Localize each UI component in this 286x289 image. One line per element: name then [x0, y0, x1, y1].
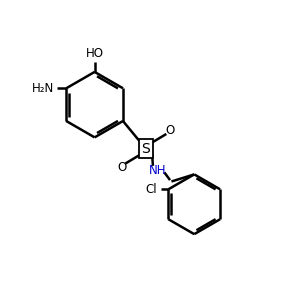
Text: HO: HO	[86, 47, 104, 60]
Text: O: O	[117, 161, 126, 174]
Text: O: O	[165, 124, 175, 137]
Text: Cl: Cl	[145, 183, 157, 196]
Text: H₂N: H₂N	[32, 82, 54, 95]
Text: S: S	[142, 142, 150, 156]
Text: NH: NH	[148, 164, 166, 177]
